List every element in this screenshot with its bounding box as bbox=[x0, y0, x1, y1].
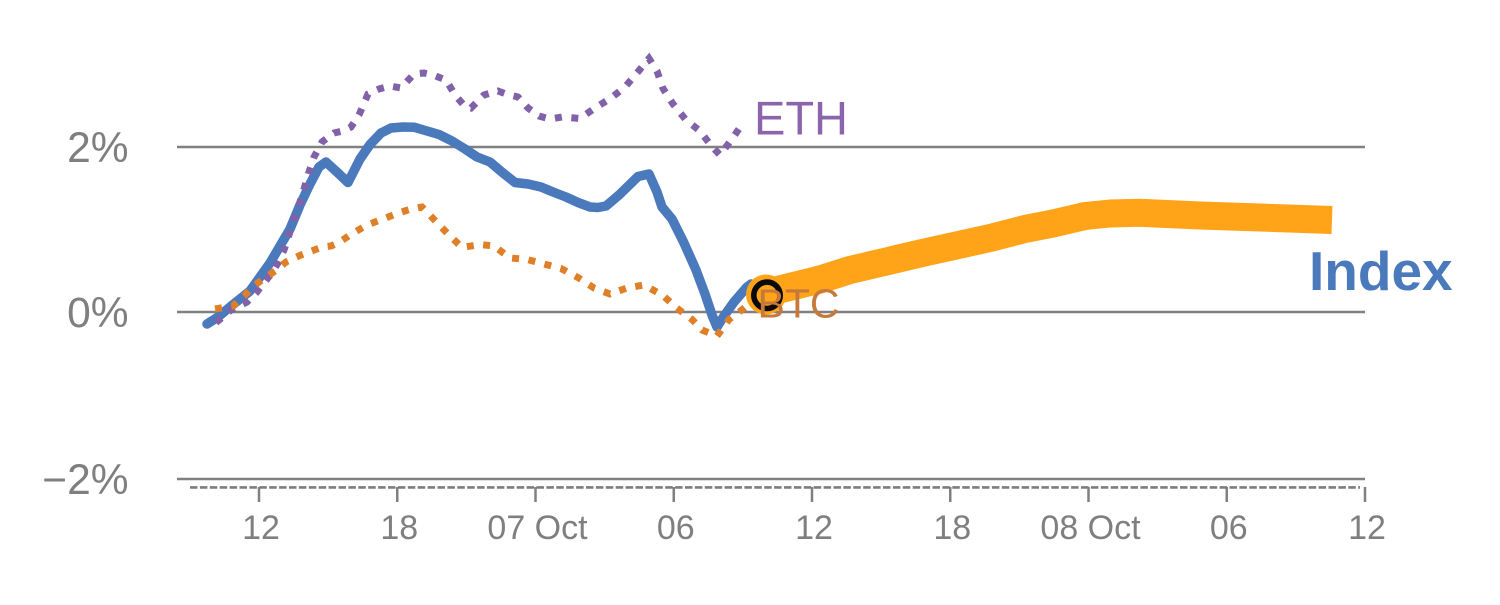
svg-text:12: 12 bbox=[1348, 509, 1386, 547]
svg-text:07 Oct: 07 Oct bbox=[487, 509, 588, 547]
svg-text:12: 12 bbox=[795, 509, 833, 547]
svg-text:12: 12 bbox=[242, 509, 280, 547]
svg-text:0%: 0% bbox=[67, 290, 128, 337]
svg-text:08 Oct: 08 Oct bbox=[1040, 509, 1141, 547]
svg-text:18: 18 bbox=[380, 509, 418, 547]
svg-text:ETH: ETH bbox=[754, 92, 848, 145]
svg-text:18: 18 bbox=[933, 509, 971, 547]
svg-text:06: 06 bbox=[657, 509, 695, 547]
svg-text:BTC: BTC bbox=[758, 281, 840, 327]
svg-text:Index: Index bbox=[1309, 240, 1453, 302]
svg-text:06: 06 bbox=[1210, 509, 1248, 547]
svg-text:2%: 2% bbox=[67, 125, 128, 172]
svg-text:−2%: −2% bbox=[42, 457, 128, 504]
